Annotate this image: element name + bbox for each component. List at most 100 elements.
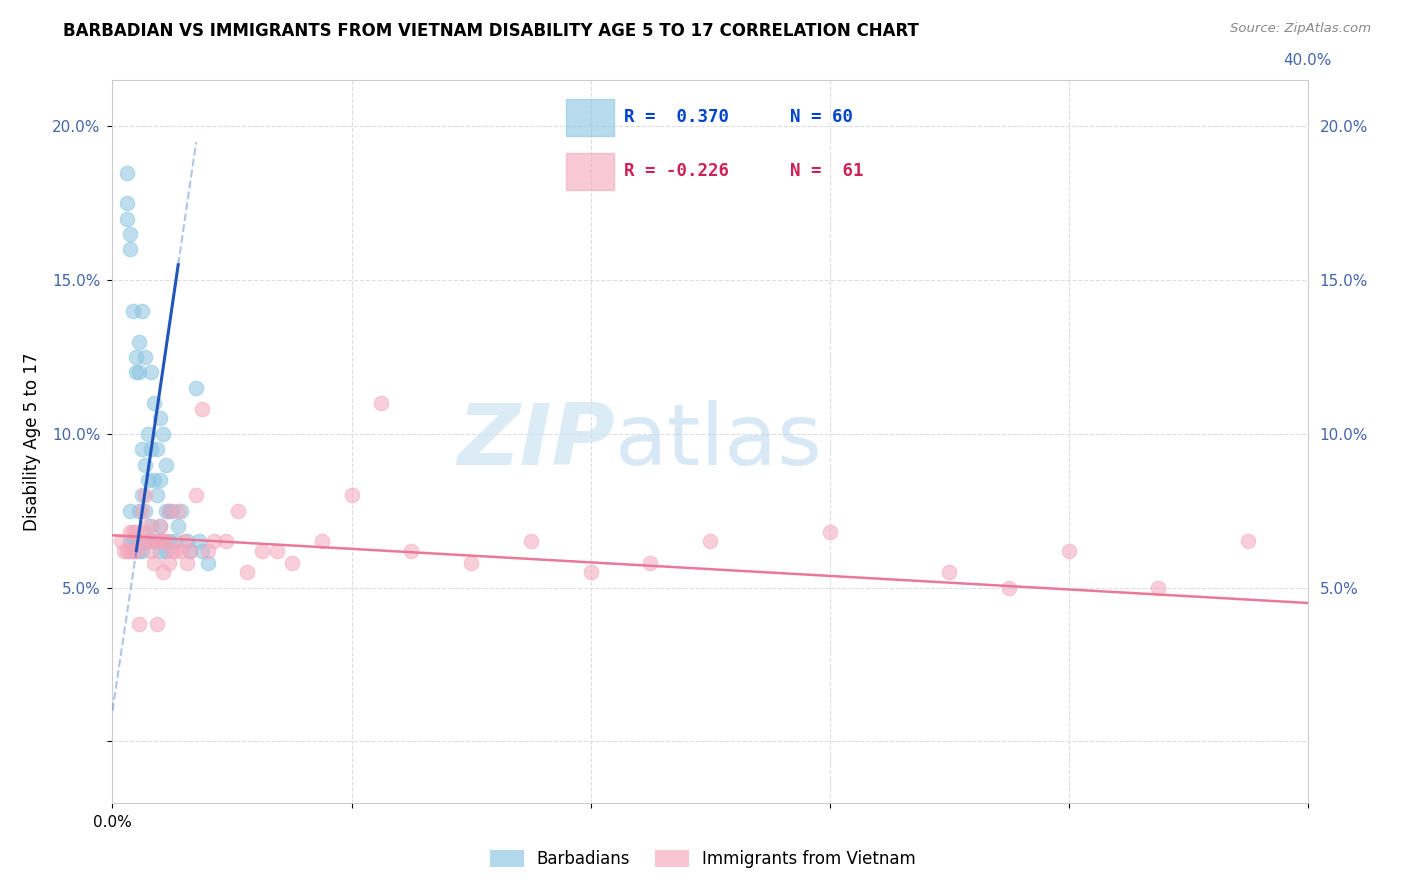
FancyBboxPatch shape xyxy=(565,99,614,136)
Point xyxy=(143,534,166,549)
Point xyxy=(340,488,363,502)
Point xyxy=(143,396,166,410)
Point xyxy=(186,488,208,502)
Point xyxy=(155,458,177,472)
Point xyxy=(122,543,145,558)
Point xyxy=(131,504,153,518)
Point xyxy=(176,534,198,549)
Point xyxy=(131,543,153,558)
Point xyxy=(699,534,721,549)
Point xyxy=(818,525,841,540)
Point xyxy=(146,534,169,549)
Text: N = 60: N = 60 xyxy=(790,108,852,126)
Point xyxy=(266,543,288,558)
Point xyxy=(122,525,145,540)
Point xyxy=(125,534,148,549)
Point xyxy=(640,556,662,570)
Point xyxy=(117,165,139,179)
Point xyxy=(134,488,156,502)
Point xyxy=(579,565,602,579)
Point xyxy=(215,534,238,549)
Point xyxy=(191,543,214,558)
Point xyxy=(110,534,132,549)
Point xyxy=(202,534,225,549)
Text: BARBADIAN VS IMMIGRANTS FROM VIETNAM DISABILITY AGE 5 TO 17 CORRELATION CHART: BARBADIAN VS IMMIGRANTS FROM VIETNAM DIS… xyxy=(63,22,920,40)
Point xyxy=(134,504,156,518)
Point xyxy=(117,543,139,558)
Text: R =  0.370: R = 0.370 xyxy=(624,108,730,126)
Point xyxy=(155,504,177,518)
Point xyxy=(117,196,139,211)
Point xyxy=(152,565,174,579)
Point xyxy=(162,543,183,558)
Point xyxy=(152,426,174,441)
Point xyxy=(120,227,142,241)
Point xyxy=(141,534,163,549)
Point xyxy=(1057,543,1080,558)
Point xyxy=(250,543,273,558)
Point xyxy=(460,556,482,570)
Point xyxy=(128,534,150,549)
Point xyxy=(141,543,163,558)
Point xyxy=(128,617,150,632)
Point xyxy=(128,334,150,349)
Point xyxy=(138,426,160,441)
Point xyxy=(179,543,201,558)
Point xyxy=(149,473,172,487)
Point xyxy=(125,525,148,540)
Point xyxy=(141,442,163,457)
Point xyxy=(117,211,139,226)
Point xyxy=(149,519,172,533)
Point xyxy=(120,243,142,257)
FancyBboxPatch shape xyxy=(565,153,614,189)
Text: atlas: atlas xyxy=(614,400,823,483)
Point xyxy=(131,442,153,457)
Point xyxy=(167,504,190,518)
Point xyxy=(176,556,198,570)
Point xyxy=(134,350,156,364)
Point xyxy=(128,365,150,379)
Point xyxy=(938,565,960,579)
Point xyxy=(122,534,145,549)
Point xyxy=(186,381,208,395)
Point xyxy=(143,473,166,487)
Point xyxy=(138,534,160,549)
Point xyxy=(226,504,249,518)
Point xyxy=(149,519,172,533)
Point xyxy=(165,543,187,558)
Point xyxy=(155,534,177,549)
Point xyxy=(141,519,163,533)
Text: ZIP: ZIP xyxy=(457,400,614,483)
Point xyxy=(146,488,169,502)
Text: N =  61: N = 61 xyxy=(790,161,863,179)
Point xyxy=(131,488,153,502)
Point xyxy=(138,473,160,487)
Point xyxy=(281,556,304,570)
Point xyxy=(149,543,172,558)
Text: Source: ZipAtlas.com: Source: ZipAtlas.com xyxy=(1230,22,1371,36)
Point xyxy=(179,543,201,558)
Point xyxy=(1147,581,1170,595)
Point xyxy=(1237,534,1260,549)
Point xyxy=(152,534,174,549)
Point xyxy=(236,565,259,579)
Y-axis label: Disability Age 5 to 17: Disability Age 5 to 17 xyxy=(22,352,41,531)
Point xyxy=(122,304,145,318)
Point xyxy=(131,534,153,549)
Point xyxy=(191,402,214,417)
Point xyxy=(152,534,174,549)
Point xyxy=(520,534,543,549)
Point xyxy=(134,534,156,549)
Point xyxy=(128,534,150,549)
Point xyxy=(125,350,148,364)
Point xyxy=(120,534,142,549)
Point xyxy=(138,534,160,549)
Legend: Barbadians, Immigrants from Vietnam: Barbadians, Immigrants from Vietnam xyxy=(484,843,922,875)
Point xyxy=(128,543,150,558)
Text: R = -0.226: R = -0.226 xyxy=(624,161,730,179)
Point xyxy=(167,519,190,533)
Point xyxy=(125,365,148,379)
Point xyxy=(157,556,180,570)
Point xyxy=(188,534,211,549)
Point xyxy=(162,504,183,518)
